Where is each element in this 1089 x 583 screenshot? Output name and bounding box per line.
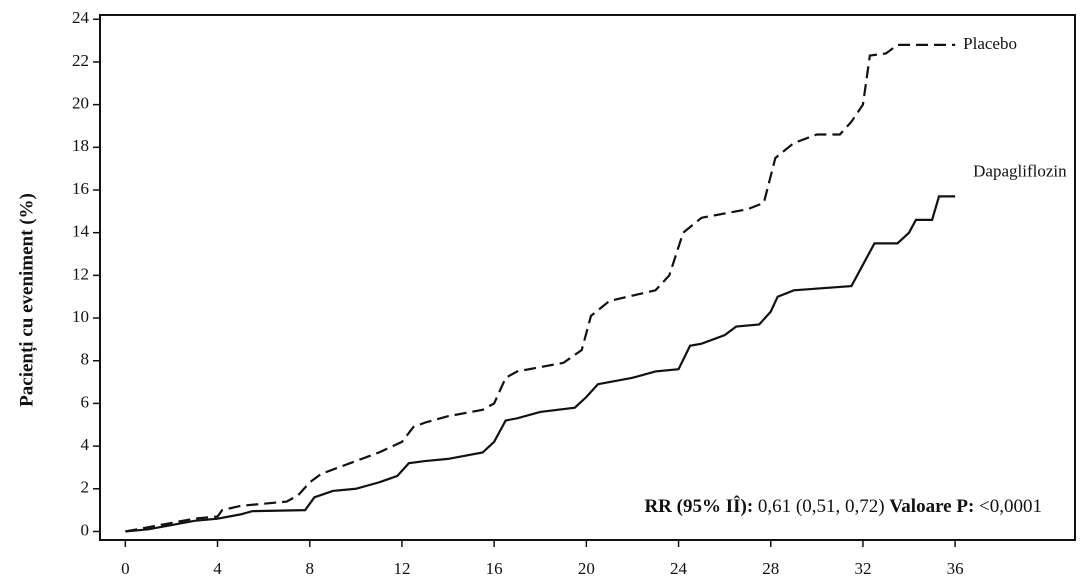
y-tick-label: 6 — [81, 392, 90, 411]
x-tick-label: 28 — [762, 559, 779, 578]
annotation-value: <0,0001 — [979, 496, 1042, 517]
x-tick-label: 20 — [578, 559, 595, 578]
x-tick-label: 24 — [670, 559, 688, 578]
y-tick-label: 14 — [72, 222, 90, 241]
series-label: Placebo — [963, 34, 1017, 53]
plot-frame — [99, 14, 1076, 541]
series-line — [125, 43, 956, 533]
annotation-label: RR (95% IÎ): — [644, 495, 753, 517]
y-tick-label: 4 — [81, 435, 90, 454]
series-line — [125, 195, 956, 533]
x-tick-label: 16 — [486, 559, 503, 578]
annotation: RR (95% IÎ): 0,61 (0,51, 0,72) Valoare P… — [644, 495, 1042, 517]
x-tick-label: 8 — [306, 559, 315, 578]
y-tick-label: 16 — [72, 179, 89, 198]
x-tick-label: 36 — [947, 559, 964, 578]
y-tick-label: 0 — [81, 520, 90, 539]
y-tick-label: 12 — [72, 264, 89, 283]
x-tick-label: 0 — [121, 559, 130, 578]
x-tick-label: 32 — [854, 559, 871, 578]
y-tick-label: 10 — [72, 307, 89, 326]
y-tick-label: 8 — [81, 350, 90, 369]
y-axis-label: Pacienți cu eveniment (%) — [16, 193, 37, 407]
x-tick-label: 12 — [393, 559, 410, 578]
x-tick-label: 4 — [213, 559, 222, 578]
y-tick-label: 2 — [81, 478, 90, 497]
y-tick-label: 18 — [72, 136, 89, 155]
y-tick-label: 20 — [72, 94, 89, 113]
annotation-value: 0,61 (0,51, 0,72) — [758, 496, 885, 517]
series-label: Dapagliflozin — [973, 161, 1067, 180]
y-tick-label: 22 — [72, 51, 89, 70]
y-tick-label: 24 — [72, 8, 90, 27]
annotation-label: Valoare P: — [889, 496, 974, 517]
